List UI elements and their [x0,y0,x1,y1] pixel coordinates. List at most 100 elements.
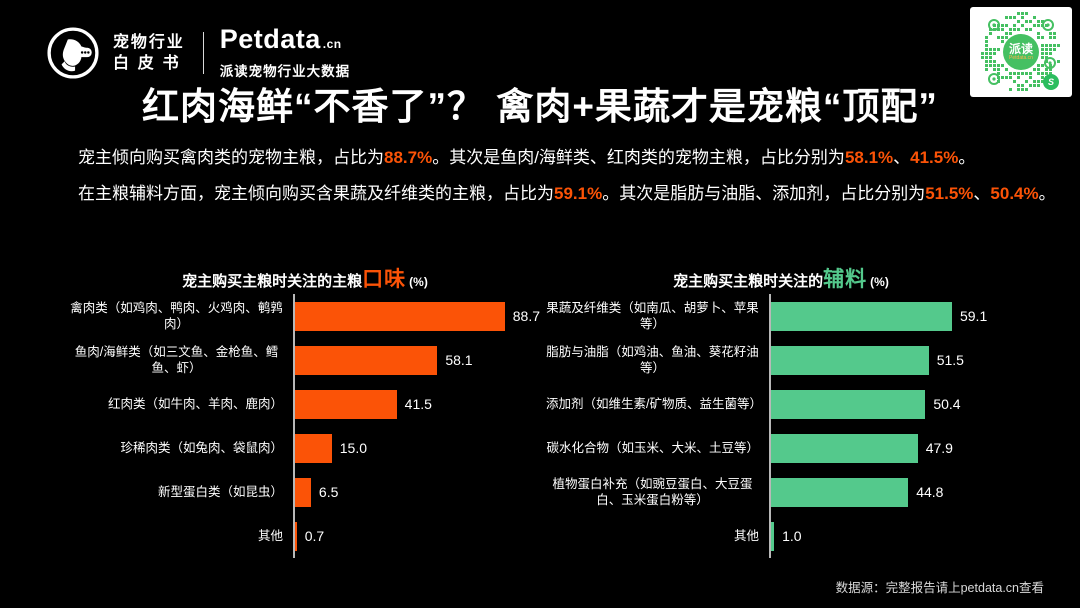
category-label-text: 红肉类（如牛肉、羊肉、鹿肉） [107,397,283,411]
bar [295,389,397,419]
brand-subtitle: 派读宠物行业大数据 [219,64,351,79]
bar-area: 6.5 [293,470,540,514]
intro-text-segment: 。 [958,148,976,167]
chart-title-suffix: (%) [870,275,889,289]
intro-highlight-value: 59.1% [554,184,603,203]
chart-title: 宠主购买主粮时关注的辅料 (%) [546,263,1016,291]
bar-value-label: 1.0 [782,528,802,544]
bar-area: 44.8 [769,470,1016,514]
chart-ingredients: 宠主购买主粮时关注的辅料 (%) 果蔬及纤维类（如南瓜、胡萝卜、苹果等） 59.1 脂肪… [546,263,1016,558]
bar [771,477,909,507]
bar [295,433,332,463]
bar-value-label: 15.0 [339,440,367,456]
category-label-text: 禽肉类（如鸡肉、鸭肉、火鸡肉、鹌鹑肉） [70,301,283,331]
intro-line: 宠主倾向购买禽肉类的宠物主粮，占比为88.7%。其次是鱼肉/海鲜类、红肉类的宠物… [78,140,1056,176]
bar [771,389,926,419]
category-label-text: 其他 [257,529,283,543]
chart-row: 脂肪与油脂（如鸡油、鱼油、葵花籽油等） 51.5 [546,338,1016,382]
qr-center-text: 派读 [1008,42,1033,56]
category-label: 植物蛋白补充（如豌豆蛋白、大豆蛋白、玉米蛋白粉等） [546,476,769,508]
bar-area: 47.9 [769,426,1016,470]
bar-area: 50.4 [769,382,1016,426]
wechat-icon: S [1043,74,1059,90]
intro-text-segment: 、 [893,148,911,167]
qr-dot-pattern-icon [981,12,1060,91]
chart-title-prefix: 宠主购买主粮时关注的 [673,273,824,290]
bar-value-label: 51.5 [936,352,964,368]
chart-row: 新型蛋白类（如昆虫） 6.5 [70,470,540,514]
page-title: 红肉海鲜“不香了”？ 禽肉+果蔬才是宠粮“顶配” [142,86,938,127]
chart-title-keyword: 口味 [362,268,407,291]
chart-title-suffix: (%) [409,275,428,289]
bar-value-label: 47.9 [925,440,953,456]
category-label: 珍稀肉类（如兔肉、袋鼠肉） [70,440,293,456]
bar-value-label: 44.8 [916,484,944,500]
chart-row: 碳水化合物（如玉米、大米、土豆等） 47.9 [546,426,1016,470]
category-label: 鱼肉/海鲜类（如三文鱼、金枪鱼、鳕鱼、虾） [70,344,293,376]
chart-rows: 果蔬及纤维类（如南瓜、胡萝卜、苹果等） 59.1 脂肪与油脂（如鸡油、鱼油、葵花籽油… [546,294,1016,558]
bar [771,345,929,375]
bar [771,301,952,331]
category-label: 新型蛋白类（如昆虫） [70,484,293,500]
bar [295,301,505,331]
bar-value-label: 0.7 [304,528,325,544]
intro-highlight-value: 58.1% [844,148,894,167]
bar-area: 1.0 [769,514,1016,558]
category-label-text: 脂肪与油脂（如鸡油、鱼油、葵花籽油等） [546,345,759,375]
intro-text-segment: 宠主倾向购买禽肉类的宠物主粮，占比为 [78,148,384,167]
whitepaper-label: 宠物行业 白皮书 [113,32,185,74]
chart-title-prefix: 宠主购买主粮时关注的主粮 [182,273,363,290]
bar [771,521,775,551]
chart-row: 果蔬及纤维类（如南瓜、胡萝卜、苹果等） 59.1 [546,294,1016,338]
qr-center-badge: 派读 Petdata.cn [1003,34,1039,70]
bar-value-label: 88.7 [512,308,540,324]
category-label-text: 鱼肉/海鲜类（如三文鱼、金枪鱼、鳕鱼、虾） [74,345,279,375]
qr-inner: 派读 Petdata.cn S [980,11,1062,93]
chart-row: 植物蛋白补充（如豌豆蛋白、大豆蛋白、玉米蛋白粉等） 44.8 [546,470,1016,514]
bar-area: 41.5 [293,382,540,426]
brand-logo-group: 宠物行业 白皮书 Petdata .cn 派读宠物行业大数据 [46,25,350,80]
chart-row: 添加剂（如维生素/矿物质、益生菌等） 50.4 [546,382,1016,426]
whitepaper-line1: 宠物行业 [113,33,185,51]
logo-divider [202,31,204,74]
chart-title-keyword: 辅料 [823,268,868,291]
bar [295,345,438,375]
intro-highlight-value: 50.4% [990,184,1039,203]
category-label: 脂肪与油脂（如鸡油、鱼油、葵花籽油等） [546,344,769,376]
category-label-text: 植物蛋白补充（如豌豆蛋白、大豆蛋白、玉米蛋白粉等） [552,477,753,507]
qr-center-subtext: Petdata.cn [1009,55,1033,61]
intro-highlight-value: 51.5% [925,184,974,203]
category-label: 碳水化合物（如玉米、大米、土豆等） [546,440,769,456]
category-label-text: 果蔬及纤维类（如南瓜、胡萝卜、苹果等） [546,301,759,331]
category-label-text: 添加剂（如维生素/矿物质、益生菌等） [546,397,762,411]
bar-area: 58.1 [293,338,540,382]
intro-text-segment: 、 [973,184,991,203]
category-label-text: 碳水化合物（如玉米、大米、土豆等） [546,441,759,455]
intro-text-segment: 。 [1038,184,1056,203]
brand-block: Petdata .cn 派读宠物行业大数据 [220,25,351,80]
charts-container: 宠主购买主粮时关注的主粮口味 (%) 禽肉类（如鸡肉、鸭肉、火鸡肉、鹌鹑肉） 88.7… [70,263,1016,558]
bar [295,521,297,551]
bar-area: 51.5 [769,338,1016,382]
bar-area: 88.7 [293,294,540,338]
bar-area: 0.7 [293,514,540,558]
chart-flavor: 宠主购买主粮时关注的主粮口味 (%) 禽肉类（如鸡肉、鸭肉、火鸡肉、鹌鹑肉） 88.7… [70,263,540,558]
intro-highlight-value: 88.7% [384,148,433,167]
bar-area: 15.0 [293,426,540,470]
category-label-text: 新型蛋白类（如昆虫） [157,485,283,499]
chart-title: 宠主购买主粮时关注的主粮口味 (%) [70,263,540,291]
bar-value-label: 41.5 [404,396,432,412]
category-label: 其他 [70,528,293,544]
chart-row: 其他 1.0 [546,514,1016,558]
bar-area: 59.1 [769,294,1016,338]
bar-value-label: 59.1 [959,308,988,324]
chart-row: 鱼肉/海鲜类（如三文鱼、金枪鱼、鳕鱼、虾） 58.1 [70,338,540,382]
category-label: 果蔬及纤维类（如南瓜、胡萝卜、苹果等） [546,300,769,332]
category-label: 禽肉类（如鸡肉、鸭肉、火鸡肉、鹌鹑肉） [70,300,293,332]
bar-value-label: 6.5 [318,484,339,500]
chart-row: 红肉类（如牛肉、羊肉、鹿肉） 41.5 [70,382,540,426]
chart-row: 禽肉类（如鸡肉、鸭肉、火鸡肉、鹌鹑肉） 88.7 [70,294,540,338]
chart-row: 珍稀肉类（如兔肉、袋鼠肉） 15.0 [70,426,540,470]
intro-text-segment: 在主粮辅料方面，宠主倾向购买含果蔬及纤维类的主粮，占比为 [78,184,554,203]
